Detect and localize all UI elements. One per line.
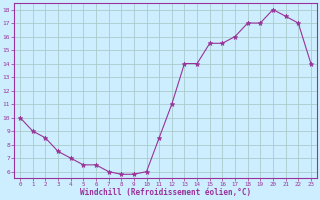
X-axis label: Windchill (Refroidissement éolien,°C): Windchill (Refroidissement éolien,°C)	[80, 188, 251, 197]
